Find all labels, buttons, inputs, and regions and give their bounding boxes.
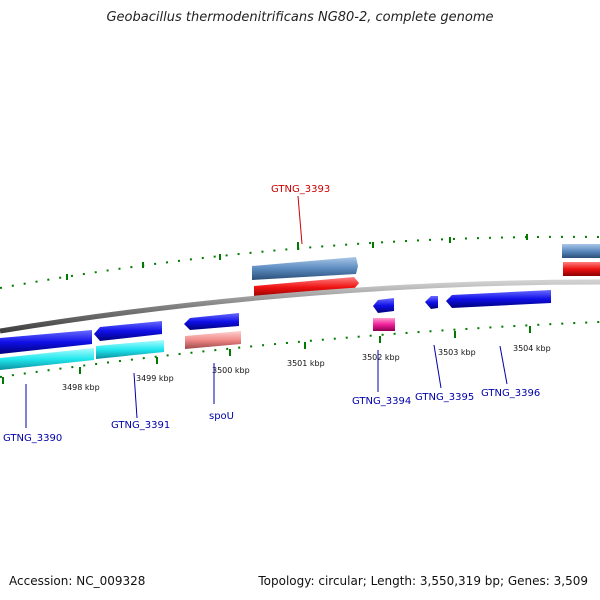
label-gtng-3396[interactable]: GTNG_3396 xyxy=(481,388,540,399)
tick-label-3504: 3504 kbp xyxy=(513,344,551,353)
label-gtng-3395[interactable]: GTNG_3395 xyxy=(415,392,474,403)
gene-gtng-3396[interactable] xyxy=(446,290,551,308)
tick-label-3501: 3501 kbp xyxy=(287,359,325,368)
lower-tick-row xyxy=(0,321,600,384)
gene-right-red[interactable] xyxy=(563,262,600,276)
gene-gtng-3391-cyan[interactable] xyxy=(96,340,164,359)
gene-right-steel[interactable] xyxy=(562,244,600,258)
gene-gtng-3390-cyan[interactable] xyxy=(0,348,94,370)
gene-gtng-3394-magenta[interactable] xyxy=(373,318,395,331)
upper-tick-row xyxy=(0,234,600,289)
accession-text: Accession: NC_009328 xyxy=(9,574,146,588)
tick-label-3503: 3503 kbp xyxy=(438,348,476,357)
gene-gtng-3395[interactable] xyxy=(425,296,438,309)
label-spou[interactable]: spoU xyxy=(209,411,234,422)
gene-gtng-3391[interactable] xyxy=(94,321,162,341)
leader-line-gtng-3393 xyxy=(297,195,303,245)
tick-label-3498: 3498 kbp xyxy=(62,383,100,392)
map-title: Geobacillus thermodenitrificans NG80-2, … xyxy=(106,10,494,25)
tick-label-3502: 3502 kbp xyxy=(362,353,400,362)
gene-gtng-3390[interactable] xyxy=(0,330,92,354)
tick-label-3500: 3500 kbp xyxy=(212,366,250,375)
genome-backbone xyxy=(0,279,600,334)
gene-gtng-3393-forward[interactable] xyxy=(252,257,358,280)
label-gtng-3391[interactable]: GTNG_3391 xyxy=(111,420,170,431)
tick-label-3499: 3499 kbp xyxy=(136,374,174,383)
label-gtng-3393[interactable]: GTNG_3393 xyxy=(271,184,330,195)
gene-gtng-3394[interactable] xyxy=(373,298,394,313)
gene-spou-pink[interactable] xyxy=(185,331,241,349)
gene-spou[interactable] xyxy=(184,313,239,330)
genome-summary-text: Topology: circular; Length: 3,550,319 bp… xyxy=(258,574,588,588)
label-gtng-3394[interactable]: GTNG_3394 xyxy=(352,396,411,407)
gene-gtng-3393-reverse[interactable] xyxy=(254,277,359,298)
leader-lines xyxy=(25,344,508,428)
label-gtng-3390[interactable]: GTNG_3390 xyxy=(3,433,62,444)
